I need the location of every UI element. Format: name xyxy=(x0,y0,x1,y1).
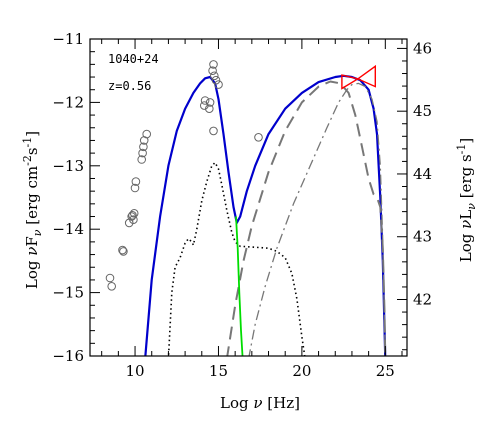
x-tick-label: 15 xyxy=(209,362,228,380)
data-point xyxy=(128,211,137,220)
redshift-annotation: z=0.56 xyxy=(108,79,151,93)
x-tick-label: 25 xyxy=(376,362,395,380)
data-point xyxy=(142,129,151,139)
data-point xyxy=(205,104,214,113)
y2-tick-label: 43 xyxy=(413,228,432,246)
data-point xyxy=(211,75,221,85)
y2-tick-label: 46 xyxy=(413,39,432,57)
data-point xyxy=(105,273,115,283)
data-point xyxy=(129,215,138,224)
axes: 10 15 20 25 −16 −15 −14 −13 −12 −11 42 43 44 45 46 xyxy=(52,30,432,380)
y2-tick-label: 42 xyxy=(413,291,432,309)
data-point xyxy=(131,177,141,186)
plot-frame xyxy=(89,38,408,357)
data-point xyxy=(137,155,146,164)
source-name-annotation: 1040+24 xyxy=(108,52,159,66)
y-tick-label: −15 xyxy=(52,284,84,302)
data-point xyxy=(200,96,210,105)
data-point xyxy=(209,60,218,69)
series-curve-4 xyxy=(235,216,244,356)
series-curve-3 xyxy=(248,82,386,356)
x-axis-title: Log ν [Hz] xyxy=(220,394,300,412)
x-ray-bowtie xyxy=(341,64,376,90)
y-tick-label: −11 xyxy=(52,30,84,48)
bowtie-shape xyxy=(341,64,376,90)
data-point xyxy=(209,126,218,136)
y-tick-label: −12 xyxy=(52,93,84,111)
y2-tick-label: 45 xyxy=(413,102,432,120)
x-tick-label: 10 xyxy=(126,362,145,380)
y2-tick-label: 44 xyxy=(413,165,432,183)
data-point xyxy=(130,183,140,193)
data-points xyxy=(105,60,263,291)
data-point xyxy=(214,80,223,89)
series-curve-1 xyxy=(167,161,306,356)
data-point xyxy=(139,142,148,152)
data-point xyxy=(107,282,116,291)
data-point xyxy=(138,148,147,158)
series-curve-0 xyxy=(144,74,387,356)
data-point xyxy=(119,247,128,256)
y-axis-title: Log νFν [erg cm-2s-1] xyxy=(21,131,44,289)
y-tick-label: −14 xyxy=(52,220,84,238)
x-tick-label: 20 xyxy=(292,362,311,380)
data-point xyxy=(254,133,263,142)
data-point xyxy=(208,66,217,75)
model-curves xyxy=(144,74,387,356)
data-point xyxy=(129,209,139,218)
series-curve-2 xyxy=(226,80,387,356)
data-point xyxy=(210,71,219,81)
y-tick-label: −13 xyxy=(52,157,84,175)
y-tick-label: −16 xyxy=(52,347,84,365)
y2-axis-title: Log νLν [erg s-1] xyxy=(455,138,478,262)
data-point xyxy=(118,245,127,255)
data-point xyxy=(205,98,215,107)
